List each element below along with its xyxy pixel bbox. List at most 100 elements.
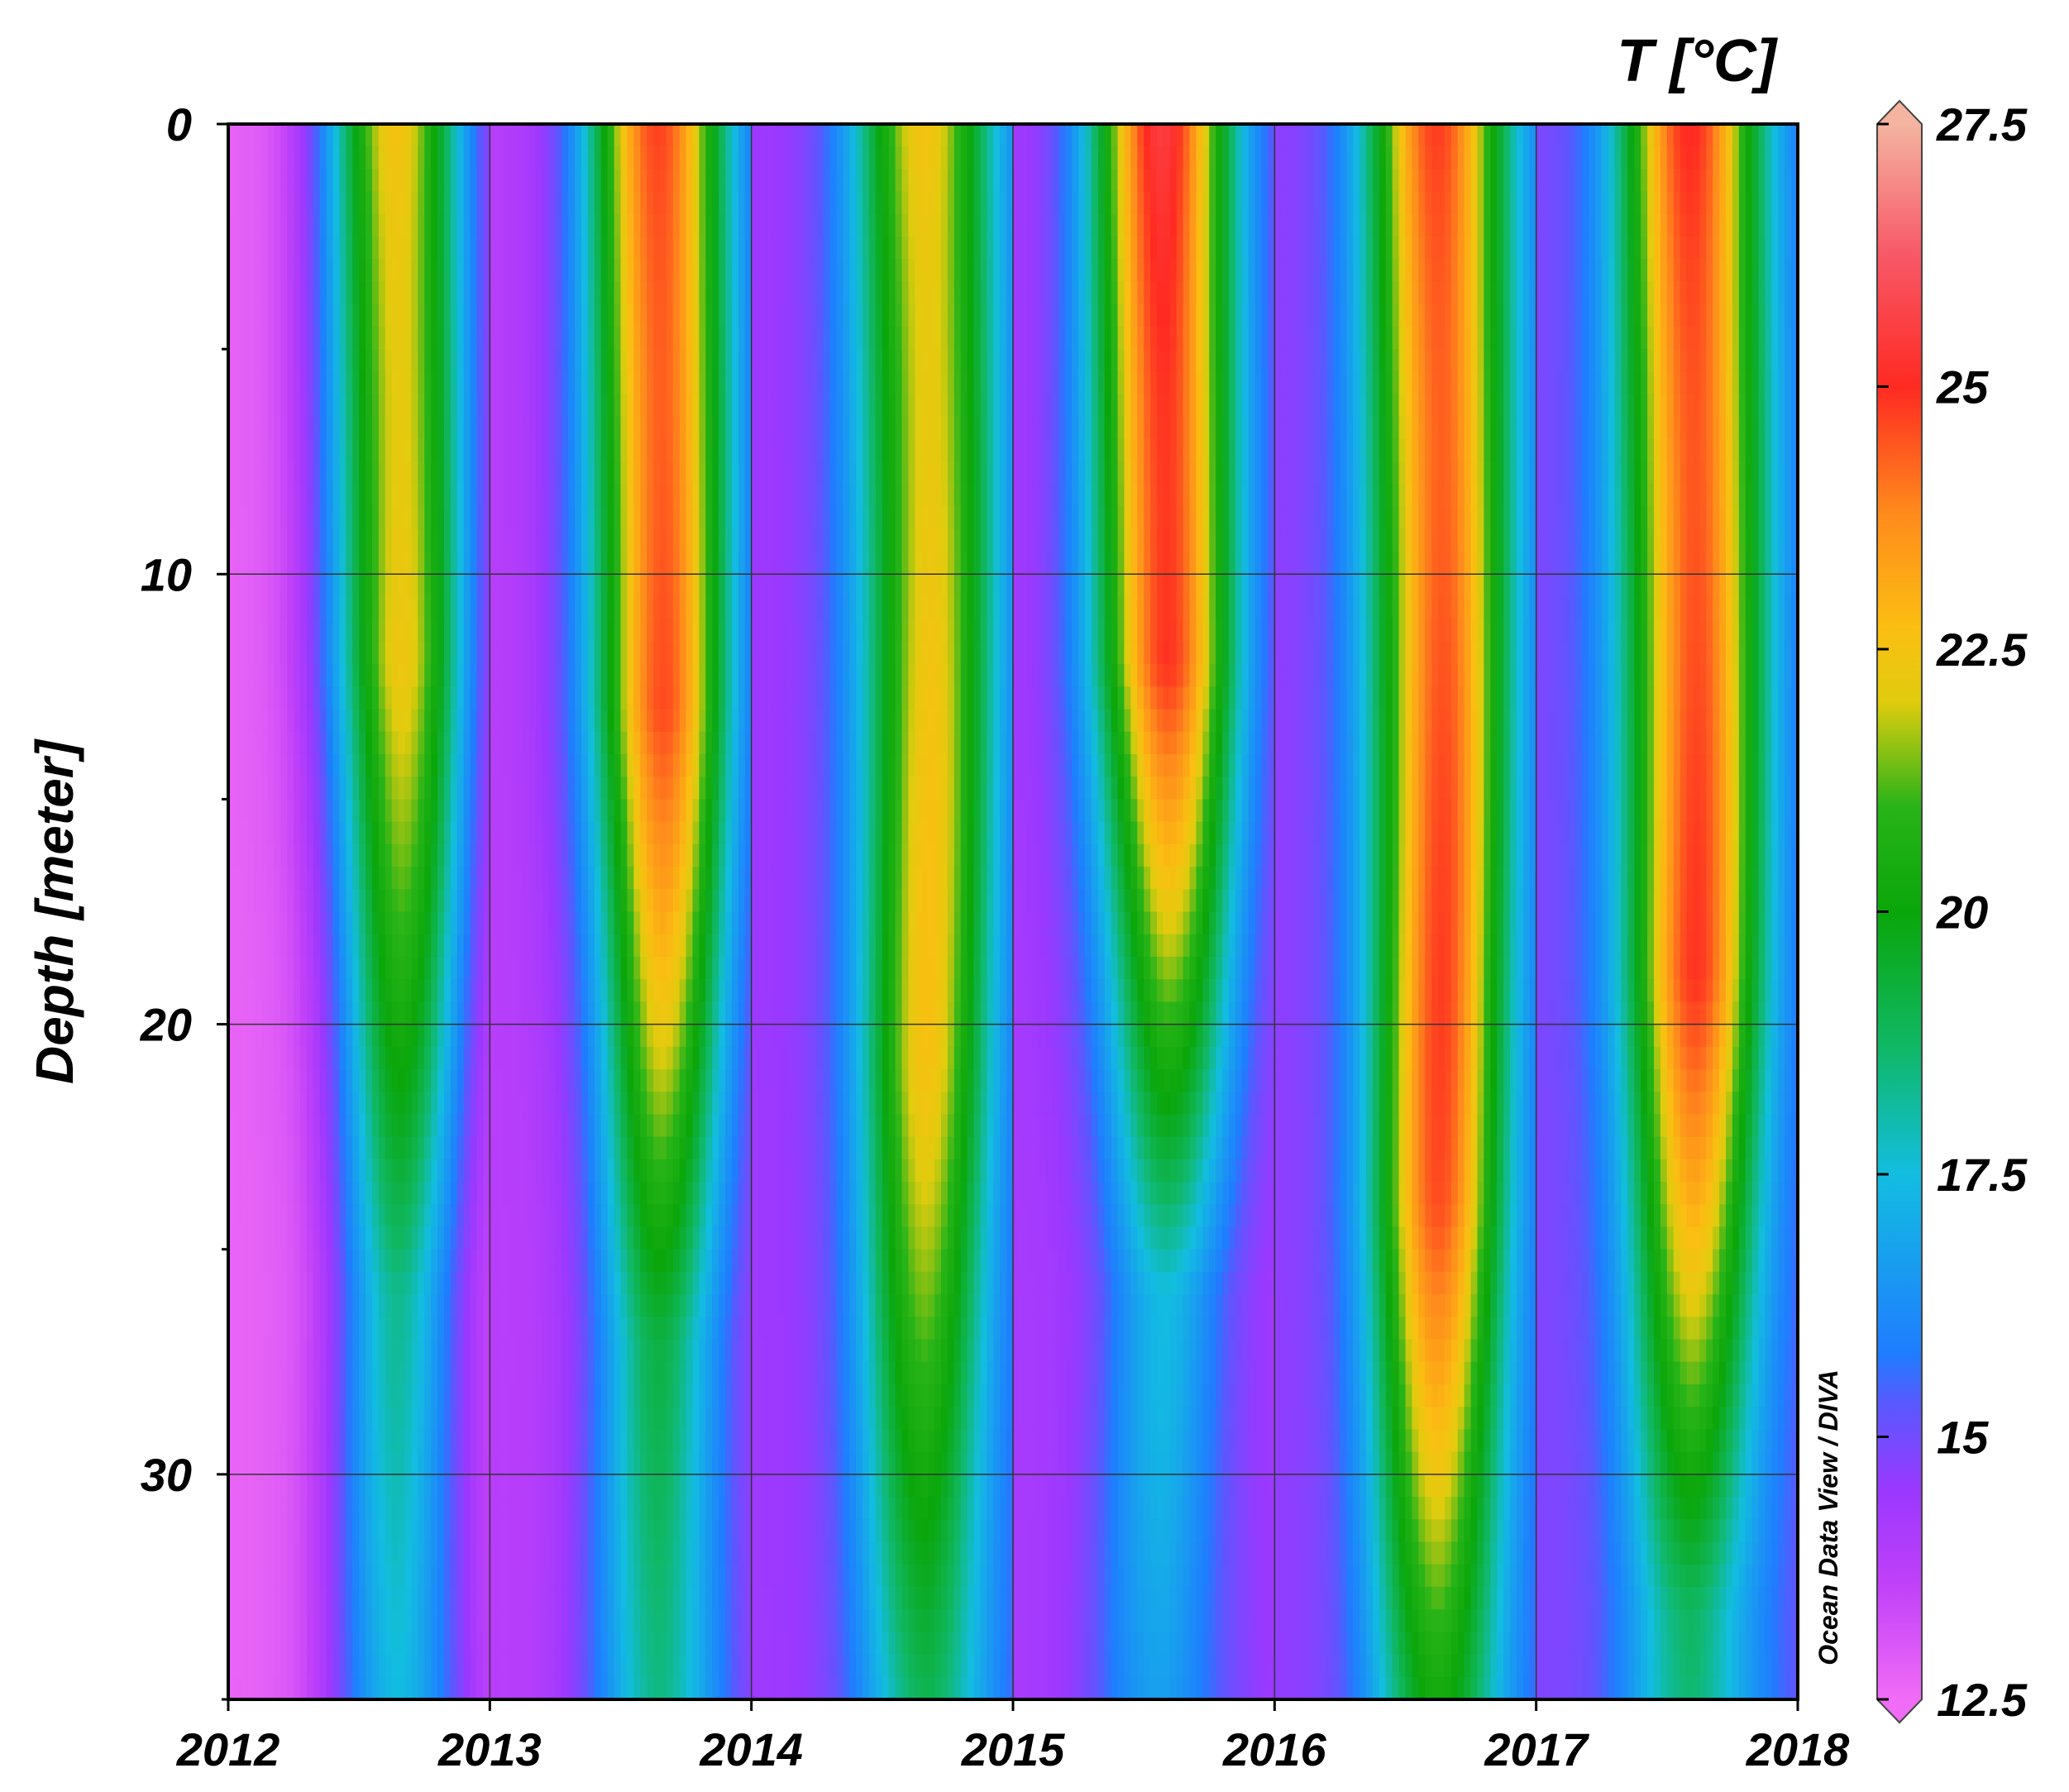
heatmap-cell [1418, 528, 1426, 552]
heatmap-cell [672, 124, 681, 148]
heatmap-cell [1313, 124, 1321, 148]
heatmap-cell [1751, 371, 1760, 395]
heatmap-cell [1765, 191, 1773, 215]
heatmap-cell [960, 416, 968, 440]
heatmap-cell [456, 506, 465, 530]
heatmap-cell [294, 259, 301, 283]
heatmap-cell [1582, 439, 1589, 463]
heatmap-cell [1412, 191, 1420, 215]
heatmap-cell [1745, 552, 1753, 576]
heatmap-cell [306, 506, 314, 530]
heatmap-cell [1484, 146, 1492, 170]
heatmap-cell [1385, 303, 1393, 327]
heatmap-cell [1484, 326, 1492, 350]
heatmap-cell [287, 528, 294, 552]
heatmap-cell [1706, 439, 1713, 463]
heatmap-cell [587, 506, 595, 530]
heatmap-cell [1288, 191, 1295, 215]
heatmap-cell [509, 528, 517, 552]
heatmap-cell [1562, 169, 1570, 193]
heatmap-cell [280, 439, 288, 463]
heatmap-cell [490, 574, 498, 598]
heatmap-cell [385, 349, 393, 373]
heatmap-cell [659, 259, 667, 283]
heatmap-cell [614, 124, 622, 148]
heatmap-cell [797, 237, 805, 260]
heatmap-cell [1575, 237, 1583, 260]
heatmap-cell [326, 259, 334, 283]
heatmap-cell [411, 574, 419, 598]
heatmap-cell [1484, 349, 1492, 373]
heatmap-cell [797, 552, 805, 576]
heatmap-cell [274, 237, 282, 260]
heatmap-cell [1608, 169, 1616, 193]
heatmap-cell [437, 146, 445, 170]
heatmap-cell [346, 124, 354, 148]
heatmap-cell [627, 552, 635, 576]
heatmap-cell [1346, 574, 1355, 598]
heatmap-cell [653, 303, 661, 327]
heatmap-cell [1627, 528, 1636, 552]
heatmap-cell [1699, 237, 1708, 260]
heatmap-cell [490, 303, 498, 327]
heatmap-cell [1542, 394, 1551, 418]
heatmap-cell [1013, 303, 1020, 327]
heatmap-cell [515, 394, 523, 418]
heatmap-cell [535, 574, 543, 598]
heatmap-cell [875, 371, 883, 395]
heatmap-cell [456, 528, 465, 552]
heatmap-cell [522, 528, 530, 552]
heatmap-cell [1006, 506, 1014, 530]
heatmap-cell [666, 506, 674, 530]
heatmap-cell [1450, 146, 1459, 170]
heatmap-cell [836, 484, 844, 508]
heatmap-cell [712, 303, 719, 327]
heatmap-cell [575, 552, 582, 576]
heatmap-cell [1019, 303, 1027, 327]
heatmap-cell [960, 506, 968, 530]
heatmap-cell [1353, 326, 1360, 350]
heatmap-cell [1124, 146, 1132, 170]
heatmap-cell [1039, 484, 1047, 508]
heatmap-cell [431, 552, 438, 576]
heatmap-cell [411, 506, 419, 530]
heatmap-cell [437, 124, 445, 148]
heatmap-cell [810, 259, 818, 283]
heatmap-cell [1013, 169, 1020, 193]
heatmap-cell [1522, 461, 1531, 485]
heatmap-cell [1516, 484, 1524, 508]
heatmap-cell [849, 146, 857, 170]
heatmap-cell [1235, 552, 1243, 576]
heatmap-cell [1497, 124, 1504, 148]
heatmap-cell [1045, 506, 1054, 530]
heatmap-cell [875, 326, 883, 350]
heatmap-cell [875, 124, 883, 148]
heatmap-cell [699, 574, 707, 598]
heatmap-cell [1137, 146, 1144, 170]
heatmap-cell [378, 506, 386, 530]
heatmap-cell [1340, 191, 1348, 215]
heatmap-cell [483, 439, 491, 463]
heatmap-cell [895, 303, 903, 327]
heatmap-cell [1542, 326, 1551, 350]
heatmap-cell [1405, 528, 1413, 552]
heatmap-cell [1666, 146, 1675, 170]
heatmap-cell [346, 237, 354, 260]
heatmap-cell [594, 416, 602, 440]
heatmap-cell [398, 124, 406, 148]
heatmap-cell [1608, 439, 1616, 463]
heatmap-cell [371, 124, 380, 148]
heatmap-cell [1634, 281, 1641, 305]
heatmap-cell [234, 461, 242, 485]
heatmap-cell [1778, 484, 1785, 508]
heatmap-cell [1484, 237, 1492, 260]
heatmap-cell [1268, 484, 1276, 508]
heatmap-cell [928, 326, 935, 350]
heatmap-cell [306, 394, 314, 418]
heatmap-cell [1588, 439, 1596, 463]
heatmap-cell [542, 506, 550, 530]
heatmap-cell [1503, 528, 1511, 552]
heatmap-cell [888, 574, 896, 598]
heatmap-cell [777, 191, 786, 215]
heatmap-cell [1444, 439, 1452, 463]
